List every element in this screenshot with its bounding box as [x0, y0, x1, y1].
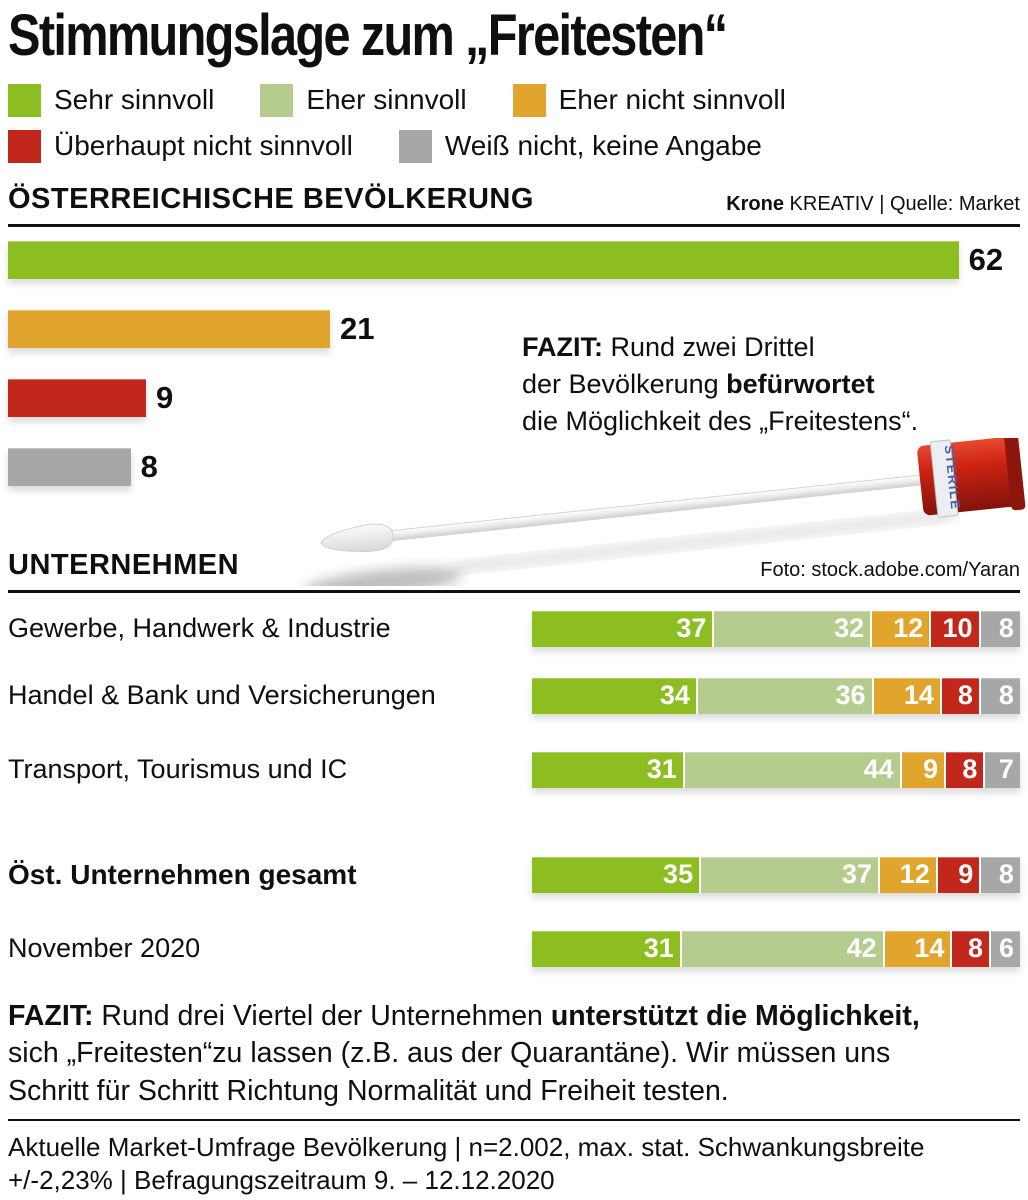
- legend-item: Überhaupt nicht sinnvoll: [8, 129, 353, 163]
- bar-segment: 8: [980, 610, 1020, 647]
- stacked-bar-row: Handel & Bank und Versicherungen 34 36 14 8 8: [8, 677, 1020, 714]
- bar-segment: 44: [684, 751, 902, 788]
- bar: [8, 378, 146, 417]
- bar-value: 8: [140, 448, 158, 484]
- population-heading: ÖSTERREICHISCHE BEVÖLKERUNG: [8, 182, 534, 215]
- fazit-line: FAZIT: Rund zwei Drittel: [522, 331, 815, 362]
- bar-segment: 34: [532, 677, 698, 714]
- footer-note: Aktuelle Market-Umfrage Bevölkerung | n=…: [8, 1131, 925, 1196]
- bar-segment: 36: [697, 677, 874, 714]
- fazit-population: FAZIT: Rund zwei Drittel der Bevölkerung…: [522, 329, 1018, 441]
- bar-segment: 9: [937, 856, 982, 893]
- bar-segment: 37: [701, 856, 880, 893]
- bar-segment: 37: [532, 610, 715, 647]
- population-section-header: ÖSTERREICHISCHE BEVÖLKERUNG Krone KREATI…: [8, 183, 1020, 216]
- stacked-bar: 31 44 9 8 7: [532, 751, 1020, 788]
- row-label: Gewerbe, Handwerk & Industrie: [8, 613, 391, 644]
- legend: Sehr sinnvoll Eher sinnvoll Eher nicht sin…: [8, 83, 1020, 163]
- legend-item: Eher nicht sinnvoll: [512, 83, 786, 117]
- bar-segment: 12: [872, 610, 932, 647]
- bar-value: 62: [968, 241, 1004, 277]
- bar: [8, 447, 131, 486]
- stacked-bar: 35 37 12 9 8: [532, 856, 1020, 893]
- bar-value: 21: [340, 310, 375, 346]
- bar-row: 62: [8, 240, 1020, 279]
- row-label: Transport, Tourismus und IC: [8, 754, 348, 785]
- bar-segment: 8: [981, 856, 1020, 893]
- stacked-bar-row: Gewerbe, Handwerk & Industrie 37 32 12 10 8: [8, 610, 1020, 647]
- legend-swatch: [398, 129, 432, 163]
- bar-segment: 8: [952, 930, 991, 967]
- row-label: Öst. Unternehmen gesamt: [8, 858, 357, 890]
- companies-stacked-chart: Gewerbe, Handwerk & Industrie 37 32 12 10 8 Ha…: [8, 610, 1020, 967]
- credit-source: KREATIV | Quelle: Market: [783, 192, 1020, 215]
- bar-segment: 35: [532, 856, 702, 893]
- bar-row: 8: [8, 447, 1020, 486]
- legend-item: Sehr sinnvoll: [8, 83, 215, 117]
- companies-section-header: UNTERNEHMEN Foto: stock.adobe.com/Yaran: [8, 549, 1020, 582]
- bar-segment: 7: [985, 751, 1020, 788]
- stacked-bar-row: Öst. Unternehmen gesamt 35 37 12 9 8: [8, 856, 1020, 893]
- legend-label: Sehr sinnvoll: [54, 84, 215, 116]
- bar-segment: 9: [901, 751, 947, 788]
- legend-label: Weiß nicht, keine Angabe: [444, 130, 762, 162]
- bar-segment: 14: [884, 930, 953, 967]
- divider-rule: [8, 589, 1020, 593]
- row-label: Handel & Bank und Versicherungen: [8, 680, 436, 711]
- stacked-bar-row: Transport, Tourismus und IC 31 44 9 8 7: [8, 751, 1020, 788]
- bar-segment: 31: [532, 751, 685, 788]
- legend-swatch: [260, 83, 294, 117]
- legend-swatch: [8, 83, 41, 117]
- bar-segment: 31: [532, 930, 682, 967]
- bar-row: 9: [8, 378, 1020, 417]
- bar-segment: 6: [990, 930, 1020, 967]
- bar-segment: 8: [946, 751, 986, 788]
- companies-heading: UNTERNEHMEN: [8, 548, 240, 581]
- page-title: Stimmungslage zum „Freitesten“: [8, 3, 728, 68]
- legend-row: Überhaupt nicht sinnvoll Weiß nicht, kein…: [8, 129, 1020, 163]
- legend-label: Eher nicht sinnvoll: [558, 84, 786, 116]
- bar-segment: 14: [873, 677, 942, 714]
- source-credit: Krone KREATIV | Quelle: Market: [726, 193, 1020, 216]
- legend-swatch: [512, 83, 546, 117]
- bar: [8, 240, 959, 279]
- legend-label: Eher sinnvoll: [306, 84, 467, 116]
- divider-rule: [8, 1118, 1020, 1121]
- bar-value: 9: [156, 379, 174, 415]
- credit-brand: Krone: [726, 192, 784, 215]
- legend-row: Sehr sinnvoll Eher sinnvoll Eher nicht sin…: [8, 83, 1020, 117]
- bar-segment: 10: [931, 610, 981, 647]
- bar-segment: 42: [681, 930, 885, 967]
- stacked-bar: 31 42 14 8 6: [532, 930, 1020, 967]
- stacked-bar: 34 36 14 8 8: [532, 677, 1020, 714]
- bar: [8, 309, 330, 348]
- photo-credit: Foto: stock.adobe.com/Yaran: [760, 558, 1020, 581]
- legend-item: Weiß nicht, keine Angabe: [398, 129, 762, 163]
- fazit-companies: FAZIT: Rund drei Viertel der Unternehmen…: [8, 999, 920, 1108]
- bar-segment: 32: [714, 610, 873, 647]
- fazit-line: der Bevölkerung befürwortet: [522, 369, 875, 400]
- bar-segment: 12: [879, 856, 938, 893]
- legend-swatch: [8, 129, 41, 163]
- bar-row: 21: [8, 309, 1020, 348]
- population-bar-chart: FAZIT: Rund zwei Drittel der Bevölkerung…: [8, 240, 1020, 491]
- bar-segment: 8: [980, 677, 1020, 714]
- bar-segment: 8: [941, 677, 981, 714]
- stacked-bar: 37 32 12 10 8: [532, 610, 1020, 647]
- legend-item: Eher sinnvoll: [260, 83, 467, 117]
- fazit-line: die Möglichkeit des „Freitestens“.: [522, 406, 919, 437]
- legend-label: Überhaupt nicht sinnvoll: [54, 130, 353, 162]
- stacked-bar-row: November 2020 31 42 14 8 6: [8, 930, 1020, 967]
- row-label: November 2020: [8, 933, 201, 964]
- divider-rule: [8, 223, 1020, 227]
